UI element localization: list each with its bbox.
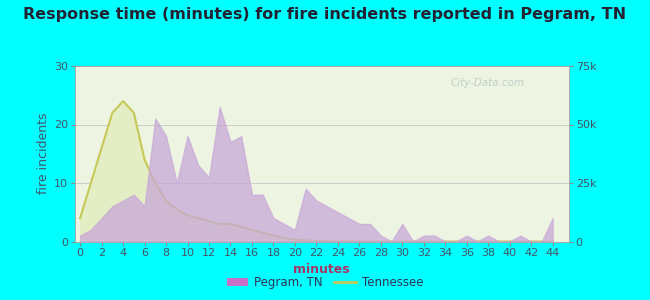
Legend: Pegram, TN, Tennessee: Pegram, TN, Tennessee [222,272,428,294]
Text: Response time (minutes) for fire incidents reported in Pegram, TN: Response time (minutes) for fire inciden… [23,8,627,22]
Y-axis label: fire incidents: fire incidents [36,113,49,194]
X-axis label: minutes: minutes [293,262,350,276]
Text: City-Data.com: City-Data.com [450,78,525,88]
